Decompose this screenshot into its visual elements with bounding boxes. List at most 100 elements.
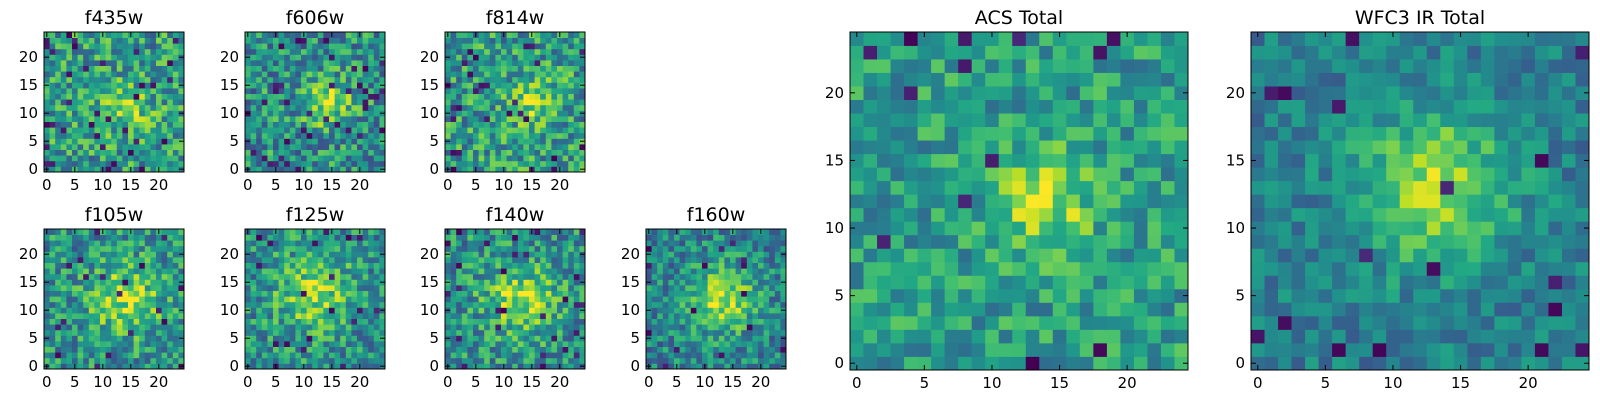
heatmap-cell — [456, 257, 463, 263]
heatmap-cell — [278, 110, 285, 117]
heatmap-cell — [495, 155, 502, 162]
heatmap-cell — [323, 65, 330, 72]
heatmap-cell — [256, 329, 263, 336]
heatmap-cell — [568, 166, 575, 173]
heatmap-cell — [178, 144, 185, 150]
heatmap-cell — [445, 257, 451, 263]
heatmap-cell — [150, 262, 157, 269]
heatmap-cell — [545, 121, 552, 128]
heatmap-cell — [88, 357, 95, 364]
heatmap-cell — [450, 324, 457, 331]
heatmap-cell — [172, 48, 179, 55]
heatmap-cell — [495, 273, 502, 280]
heatmap-cell — [44, 346, 50, 353]
heatmap-cell — [334, 160, 341, 167]
heatmap-cell — [105, 127, 112, 134]
heatmap-cell — [904, 261, 918, 276]
heatmap-cell — [774, 363, 781, 370]
heatmap-cell — [144, 229, 151, 235]
heatmap-cell — [111, 149, 118, 156]
heatmap-cell — [657, 296, 664, 303]
heatmap-cell — [150, 32, 157, 38]
heatmap-cell — [568, 234, 575, 241]
heatmap-cell — [484, 76, 491, 83]
heatmap-cell — [668, 363, 675, 370]
heatmap-cell — [489, 240, 496, 247]
heatmap-cell — [780, 240, 787, 247]
heatmap-cell — [329, 240, 335, 247]
heatmap-cell — [289, 144, 296, 150]
heatmap-cell — [1174, 248, 1189, 263]
heatmap-cell — [256, 307, 263, 314]
heatmap-cell — [278, 318, 285, 325]
heatmap-cell — [161, 60, 168, 66]
heatmap-cell — [340, 132, 347, 139]
heatmap-cell — [679, 296, 686, 303]
heatmap-cell — [713, 363, 720, 370]
heatmap-cell — [72, 234, 78, 241]
heatmap-cell — [273, 99, 279, 106]
heatmap-cell — [289, 166, 296, 173]
heatmap-cell — [250, 324, 257, 331]
heatmap-cell — [273, 290, 279, 297]
heatmap-cell — [685, 307, 692, 314]
heatmap-cell — [573, 296, 580, 303]
heatmap-cell — [484, 229, 491, 235]
heatmap-cell — [256, 318, 263, 325]
heatmap-cell — [105, 268, 112, 275]
heatmap-cell — [545, 93, 552, 100]
heatmap-cell — [83, 307, 90, 314]
heatmap-cell — [261, 329, 268, 336]
heatmap-cell — [44, 71, 50, 78]
heatmap-cell — [1012, 234, 1027, 249]
heatmap-cell — [94, 273, 101, 280]
heatmap-cell — [60, 116, 67, 122]
heatmap-cell — [1066, 356, 1081, 371]
heatmap-cell — [1160, 302, 1175, 317]
heatmap-cell — [534, 116, 541, 122]
heatmap-cell — [517, 363, 524, 370]
heatmap-cell — [489, 352, 496, 359]
heatmap-cell — [144, 82, 151, 89]
heatmap-cell — [489, 341, 496, 347]
heatmap-cell — [88, 296, 95, 303]
heatmap-cell — [368, 121, 375, 128]
heatmap-cell — [944, 356, 959, 371]
heatmap-cell — [540, 76, 547, 83]
heatmap-cell — [461, 245, 468, 252]
heatmap-cell — [696, 301, 703, 308]
heatmap-cell — [517, 71, 524, 78]
heatmap-cell — [877, 234, 891, 249]
heatmap-cell — [863, 315, 878, 330]
heatmap-cell — [139, 82, 146, 89]
heatmap-cell — [284, 132, 291, 139]
heatmap-cell — [478, 229, 485, 235]
heatmap-cell — [379, 313, 386, 319]
heatmap-cell — [690, 285, 697, 291]
heatmap-cell — [161, 234, 168, 241]
heatmap-cell — [44, 99, 50, 106]
heatmap-cell — [301, 251, 307, 258]
heatmap-cell — [523, 60, 530, 66]
heatmap-cell — [167, 54, 174, 61]
heatmap-cell — [100, 251, 106, 258]
heatmap-cell — [545, 352, 552, 359]
heatmap-cell — [267, 346, 274, 353]
heatmap-cell — [351, 155, 358, 162]
heatmap-cell — [489, 116, 496, 122]
heatmap-cell — [345, 335, 352, 342]
heatmap-cell — [116, 290, 123, 297]
heatmap-cell — [445, 329, 451, 336]
heatmap-cell — [752, 257, 759, 263]
heatmap-cell — [105, 37, 112, 44]
heatmap-cell — [60, 93, 67, 100]
heatmap-cell — [512, 149, 519, 156]
heatmap-cell — [724, 335, 731, 342]
heatmap-cell — [49, 257, 56, 263]
heatmap-cell — [702, 357, 708, 364]
heatmap-cell — [545, 99, 552, 106]
heatmap-cell — [167, 166, 174, 173]
heatmap-cell — [774, 301, 781, 308]
heatmap-cell — [284, 357, 291, 364]
heatmap-cell — [573, 290, 580, 297]
